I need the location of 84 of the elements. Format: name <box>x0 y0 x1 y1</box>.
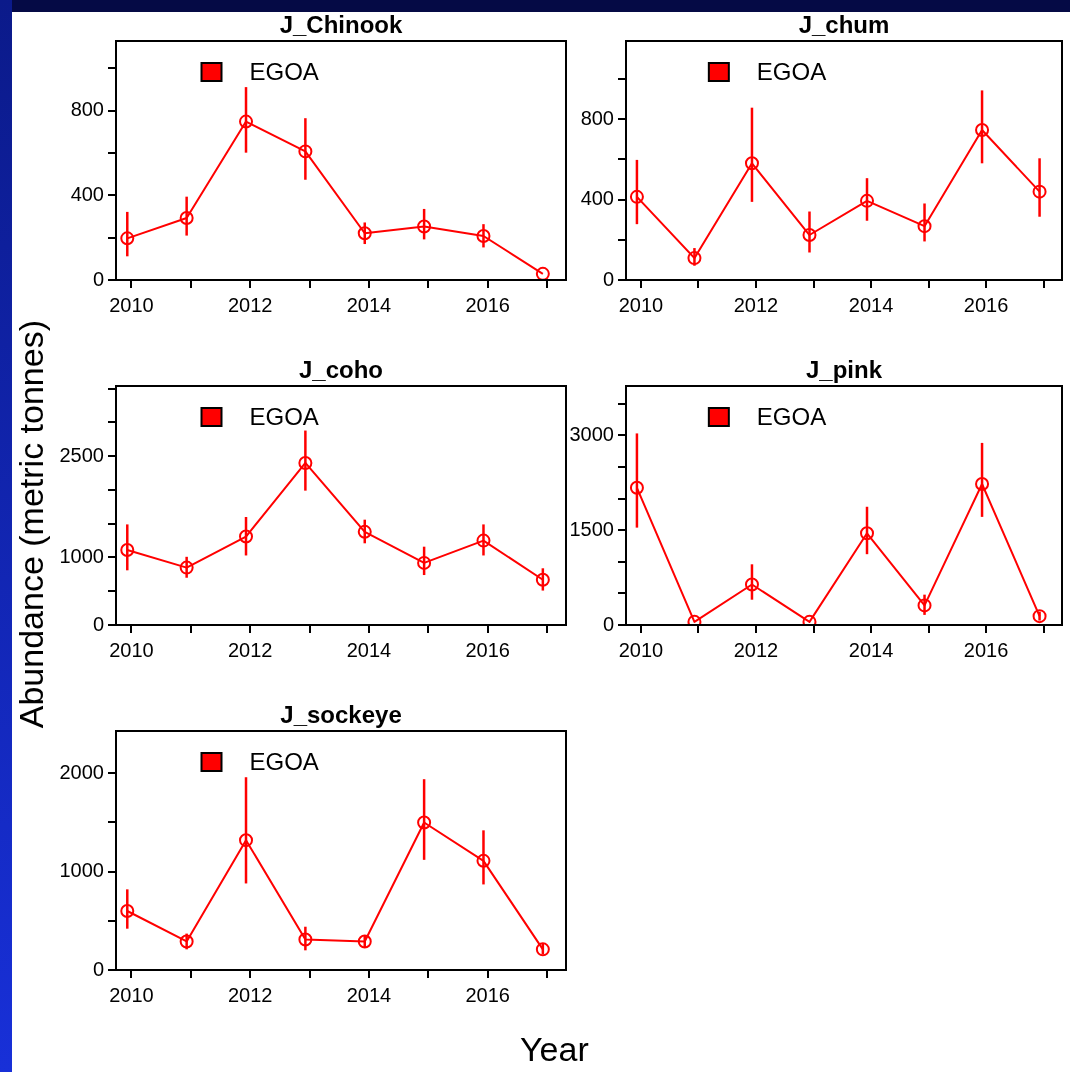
legend-label: EGOA <box>756 402 827 430</box>
y-tick-label: 2000 <box>59 760 104 783</box>
x-tick-label: 2010 <box>618 293 664 316</box>
x-tick-label: 2012 <box>733 293 779 316</box>
x-tick-label: 2012 <box>227 983 273 1006</box>
point <box>1032 184 1047 199</box>
point <box>535 572 550 587</box>
point <box>629 189 644 204</box>
point <box>802 228 817 243</box>
y-tick-label: 1500 <box>569 517 614 540</box>
x-tick-label: 2014 <box>848 638 894 661</box>
x-tick-label: 2016 <box>465 638 510 661</box>
x-tick-label: 2014 <box>346 638 392 661</box>
point <box>476 229 491 244</box>
x-tick-label: 2010 <box>109 983 154 1006</box>
y-tick-label: 800 <box>580 106 614 129</box>
point <box>357 524 372 539</box>
point <box>417 219 432 234</box>
y-tick-label: 0 <box>602 612 614 635</box>
point <box>239 529 254 544</box>
chart-title: J_pink <box>805 355 883 383</box>
x-tick-label: 2012 <box>227 293 273 316</box>
x-tick-label: 2014 <box>346 983 392 1006</box>
point <box>239 114 254 129</box>
y-tick-label: 400 <box>70 182 104 205</box>
point <box>417 555 432 570</box>
x-tick-label: 2016 <box>963 638 1009 661</box>
point <box>298 932 313 947</box>
point <box>239 833 254 848</box>
y-tick-label: 800 <box>70 98 104 121</box>
point <box>860 526 875 541</box>
chart-title: J_chum <box>798 10 890 38</box>
point <box>179 560 194 575</box>
point <box>476 533 491 548</box>
y-tick-label: 0 <box>92 267 104 290</box>
chart-title: J_Chinook <box>279 10 403 38</box>
y-axis-title: Abundance (metric tonnes) <box>12 320 50 729</box>
chart-title: J_coho <box>298 355 384 383</box>
point <box>687 251 702 266</box>
point <box>535 266 550 280</box>
point <box>357 226 372 241</box>
legend-label: EGOA <box>249 747 319 775</box>
x-axis-title: Year <box>520 1030 589 1068</box>
point <box>476 853 491 868</box>
point <box>744 577 759 592</box>
point <box>179 211 194 226</box>
point <box>744 156 759 171</box>
x-tick-label: 2014 <box>848 293 894 316</box>
x-tick-label: 2016 <box>465 983 510 1006</box>
legend-label: EGOA <box>756 57 827 85</box>
point <box>975 477 990 491</box>
y-tick-label: 1000 <box>59 545 104 567</box>
legend-label: EGOA <box>249 57 319 85</box>
point <box>120 231 135 246</box>
x-tick-label: 2014 <box>346 293 392 316</box>
point <box>417 815 432 830</box>
chart-title: J_sockeye <box>280 700 402 728</box>
y-tick-label: 0 <box>92 612 104 635</box>
point <box>120 543 135 558</box>
y-tick-label: 0 <box>92 957 104 980</box>
x-tick-label: 2010 <box>109 638 154 661</box>
y-tick-label: 2500 <box>59 443 104 466</box>
y-tick-label: 0 <box>602 267 614 290</box>
x-tick-label: 2012 <box>227 638 273 661</box>
point <box>860 193 875 208</box>
point <box>535 942 550 957</box>
x-tick-label: 2012 <box>733 638 779 661</box>
point <box>917 598 932 613</box>
point <box>120 903 135 918</box>
y-tick-label: 3000 <box>569 422 614 445</box>
point <box>629 480 644 495</box>
x-tick-label: 2016 <box>963 293 1009 316</box>
x-tick-label: 2010 <box>109 293 154 316</box>
point <box>357 934 372 949</box>
legend-label: EGOA <box>249 402 319 430</box>
point <box>298 144 313 159</box>
x-tick-label: 2010 <box>618 638 664 661</box>
y-tick-label: 1000 <box>59 859 104 882</box>
point <box>917 219 932 234</box>
point <box>975 122 990 137</box>
point <box>179 934 194 949</box>
x-tick-label: 2016 <box>465 293 510 316</box>
y-tick-label: 400 <box>580 187 614 210</box>
point <box>298 455 313 470</box>
